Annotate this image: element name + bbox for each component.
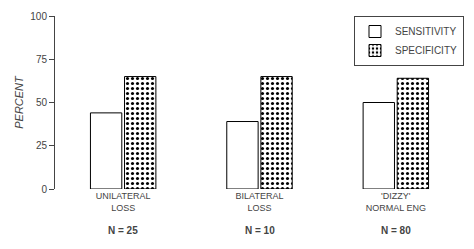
svg-text:SPECIFICITY: SPECIFICITY (395, 45, 457, 56)
svg-text:UNILATERALLOSS: UNILATERALLOSS (96, 191, 151, 213)
svg-text:75: 75 (36, 54, 48, 65)
svg-text:N = 10: N = 10 (245, 225, 275, 236)
svg-text:PERCENT: PERCENT (13, 75, 25, 129)
svg-text:SENSITIVITY: SENSITIVITY (395, 26, 456, 37)
svg-text:50: 50 (36, 97, 48, 108)
svg-text:25: 25 (36, 140, 48, 151)
svg-text:0: 0 (41, 184, 47, 195)
svg-text:100: 100 (30, 11, 47, 22)
svg-text:'DIZZY'NORMAL ENG: 'DIZZY'NORMAL ENG (366, 191, 426, 213)
svg-text:BILATERALLOSS: BILATERALLOSS (236, 191, 284, 213)
svg-text:N = 80: N = 80 (381, 225, 411, 236)
svg-text:N = 25: N = 25 (108, 225, 138, 236)
